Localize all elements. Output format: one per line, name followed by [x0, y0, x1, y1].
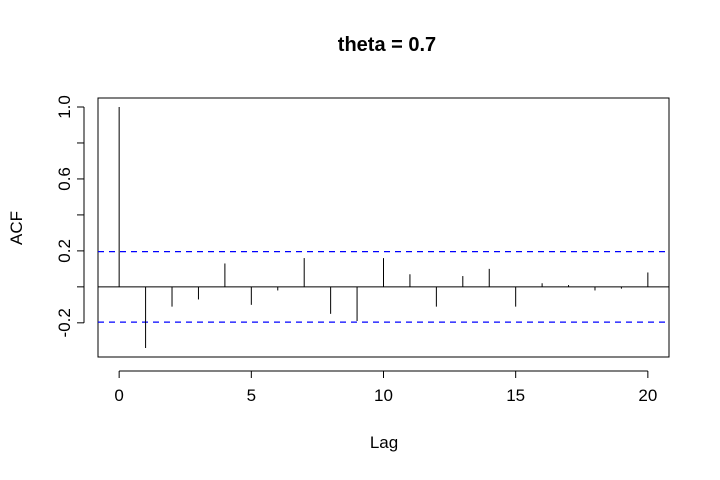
y-axis: -0.2 0.2 0.6 1.0 — [55, 95, 85, 337]
x-tick-label: 0 — [114, 386, 123, 405]
y-tick-label: -0.2 — [55, 308, 74, 337]
x-axis: 0 5 10 15 20 — [114, 370, 657, 405]
x-tick-label: 10 — [374, 386, 393, 405]
chart-title: theta = 0.7 — [338, 34, 436, 56]
x-tick-label: 5 — [247, 386, 256, 405]
y-tick-label: 0.6 — [55, 167, 74, 191]
confidence-bands — [98, 250, 669, 323]
x-tick-label: 20 — [638, 386, 657, 405]
plot-frame — [97, 97, 670, 358]
y-axis-label: ACF — [7, 211, 26, 245]
y-tick-label: 1.0 — [55, 95, 74, 119]
acf-bars — [118, 106, 649, 349]
x-tick-label: 15 — [506, 386, 525, 405]
y-tick-label: 0.2 — [55, 239, 74, 263]
x-axis-label: Lag — [370, 433, 398, 452]
